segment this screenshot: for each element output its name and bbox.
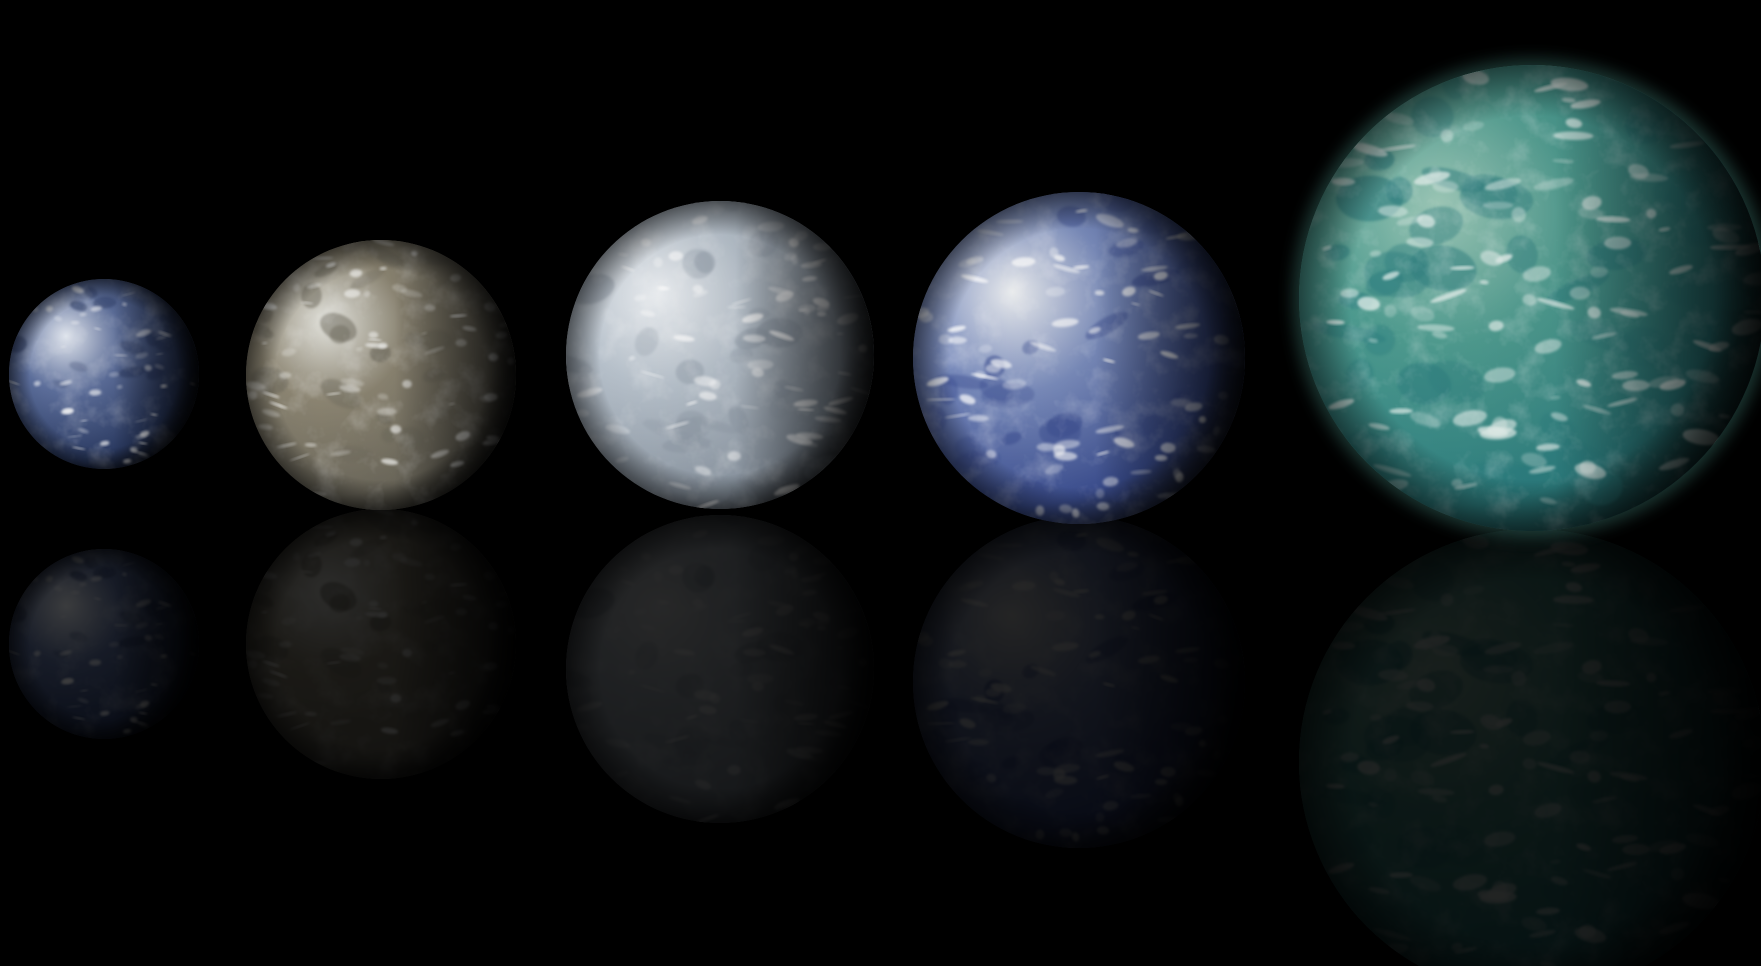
ice-planet-reflection — [566, 515, 874, 823]
ocean-cloud-planet-reflection — [913, 516, 1245, 848]
ocean-cloud-planet-planet — [913, 192, 1245, 524]
teal-ocean-planet-reflection — [1299, 529, 1761, 966]
reflection-dim — [913, 516, 1245, 848]
reflection-dim — [566, 515, 874, 823]
reflection-dim — [9, 549, 199, 739]
limb-darkening — [246, 509, 516, 779]
limb-darkening — [566, 201, 874, 509]
tan-planet-reflection — [246, 509, 516, 779]
limb-darkening — [9, 279, 199, 469]
tan-planet-planet — [246, 240, 516, 510]
reflection-dim — [1299, 529, 1761, 966]
earth-planet — [9, 279, 199, 469]
ice-planet-planet — [566, 201, 874, 509]
limb-darkening — [9, 549, 199, 739]
limb-darkening — [913, 192, 1245, 524]
limb-darkening — [246, 240, 516, 510]
limb-darkening — [566, 515, 874, 823]
planets-group — [9, 59, 1761, 537]
limb-darkening — [913, 516, 1245, 848]
limb-darkening — [1299, 65, 1761, 531]
limb-darkening — [1299, 529, 1761, 966]
earth-reflection — [9, 549, 199, 739]
teal-ocean-planet-planet — [1293, 59, 1761, 537]
reflection-dim — [246, 509, 516, 779]
reflections-group — [9, 509, 1761, 966]
